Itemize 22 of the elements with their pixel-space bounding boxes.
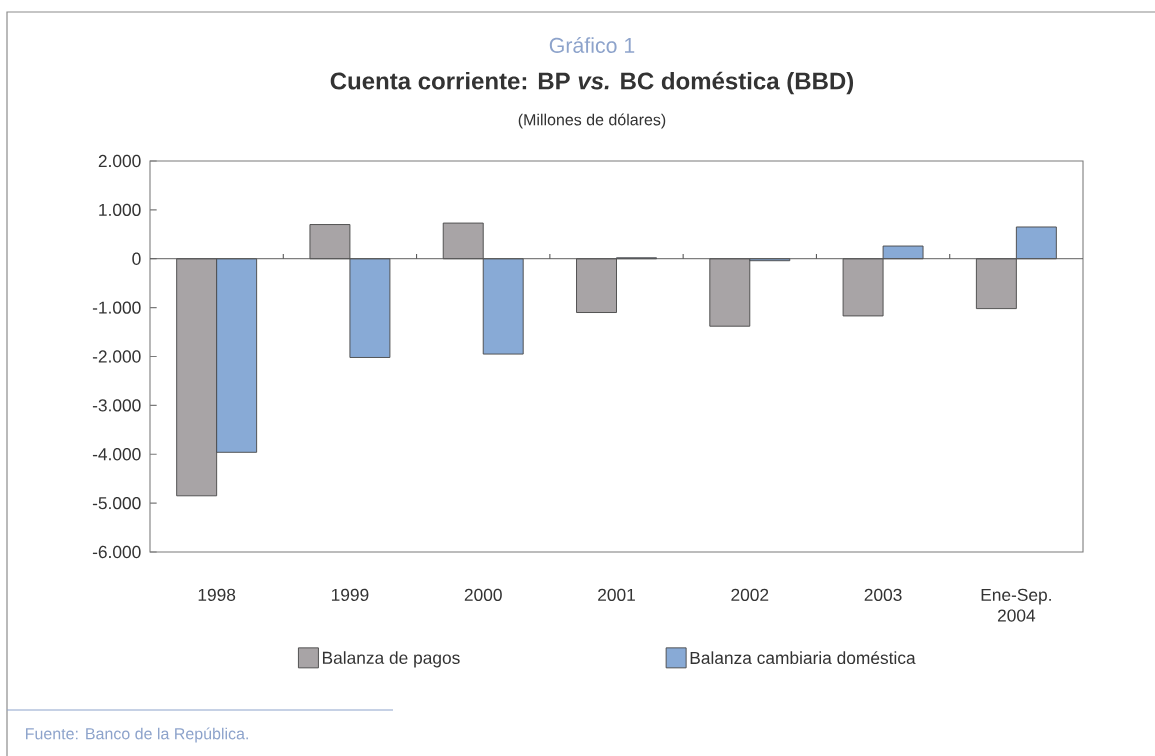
- chart-title: Cuenta corriente: BP vs. BC doméstica (BBD): [330, 71, 854, 95]
- y-tick-label: 2.000: [98, 154, 141, 168]
- x-tick-label: 2002: [731, 588, 769, 601]
- x-tick-label: 2000: [464, 588, 502, 601]
- y-tick-label: -4.000: [92, 448, 141, 461]
- source-note: Fuente: Banco de la República.: [26, 727, 248, 743]
- text: Gráfico 1: [549, 37, 635, 53]
- y-tick-label: 0: [132, 252, 141, 265]
- y-tick-label: -1.000: [92, 301, 141, 314]
- x-tick-label: 1999: [331, 588, 369, 601]
- x-tick-label: Ene-Sep. 2004: [981, 588, 1051, 622]
- legend-label: Balanza de pagos: [322, 651, 460, 668]
- y-tick-label: -2.000: [92, 350, 141, 363]
- y-tick-label: -6.000: [92, 545, 141, 559]
- x-tick-label: 2003: [864, 588, 902, 601]
- legend-label: Balanza cambiaria doméstica: [690, 651, 916, 665]
- y-tick-label: -3.000: [92, 399, 141, 412]
- y-tick-label: -5.000: [92, 496, 141, 510]
- x-tick-label: 1998: [198, 588, 236, 601]
- y-tick-label: 1.000: [99, 203, 141, 217]
- x-tick-label: 2001: [598, 588, 635, 601]
- chart-subtitle: (Millones de dólares): [518, 113, 666, 129]
